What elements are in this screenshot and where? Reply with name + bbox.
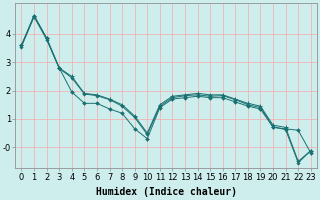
X-axis label: Humidex (Indice chaleur): Humidex (Indice chaleur) bbox=[96, 187, 236, 197]
